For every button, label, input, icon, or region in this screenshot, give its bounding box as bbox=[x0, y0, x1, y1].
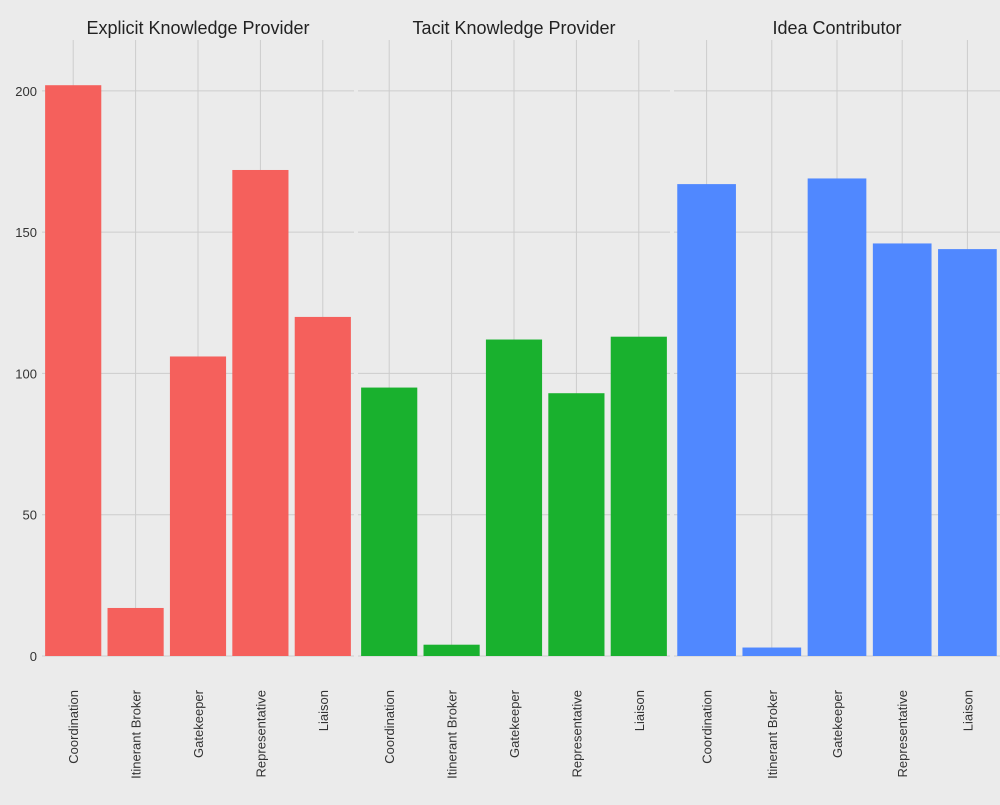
x-tick-label: Coordination bbox=[700, 690, 715, 764]
x-tick-label: Coordination bbox=[382, 690, 397, 764]
panel-title: Explicit Knowledge Provider bbox=[86, 18, 309, 38]
y-tick-label: 50 bbox=[23, 508, 37, 523]
y-tick-label: 150 bbox=[15, 225, 37, 240]
y-tick-label: 0 bbox=[30, 649, 37, 664]
bar bbox=[938, 249, 997, 656]
bar bbox=[610, 336, 667, 656]
bar bbox=[107, 607, 164, 656]
bar bbox=[548, 393, 605, 656]
facet-panel: Explicit Knowledge Provider Coordination I… bbox=[42, 18, 354, 779]
bar bbox=[169, 356, 227, 656]
bar bbox=[485, 339, 543, 656]
x-tick-label: Gatekeeper bbox=[507, 689, 522, 758]
y-tick-label: 100 bbox=[15, 366, 37, 381]
y-tick-label: 200 bbox=[15, 84, 37, 99]
x-tick-label: Gatekeeper bbox=[191, 689, 206, 758]
panel-title: Tacit Knowledge Provider bbox=[412, 18, 615, 38]
bar bbox=[361, 387, 418, 656]
x-tick-label: Representative bbox=[253, 690, 268, 777]
x-tick-label: Representative bbox=[895, 690, 910, 777]
x-tick-label: Itinerant Broker bbox=[445, 689, 460, 779]
panel-title: Idea Contributor bbox=[772, 18, 901, 38]
x-tick-label: Liaison bbox=[960, 690, 975, 731]
bar bbox=[677, 184, 736, 656]
bar bbox=[45, 85, 102, 657]
bar bbox=[294, 316, 351, 656]
bar bbox=[872, 243, 932, 657]
facet-panel: Idea Contributor Coordination Itinerant Br… bbox=[674, 18, 1000, 779]
x-tick-label: Coordination bbox=[66, 690, 81, 764]
bar bbox=[742, 647, 802, 656]
x-tick-label: Itinerant Broker bbox=[765, 689, 780, 779]
facet-panel: Tacit Knowledge Provider Coordination Itin… bbox=[358, 18, 670, 779]
x-tick-label: Representative bbox=[569, 690, 584, 777]
x-tick-label: Liaison bbox=[316, 690, 331, 731]
bar bbox=[423, 644, 480, 656]
x-tick-label: Liaison bbox=[632, 690, 647, 731]
bar bbox=[807, 178, 867, 656]
bar bbox=[232, 169, 289, 657]
x-tick-label: Gatekeeper bbox=[830, 689, 845, 758]
x-tick-label: Itinerant Broker bbox=[129, 689, 144, 779]
